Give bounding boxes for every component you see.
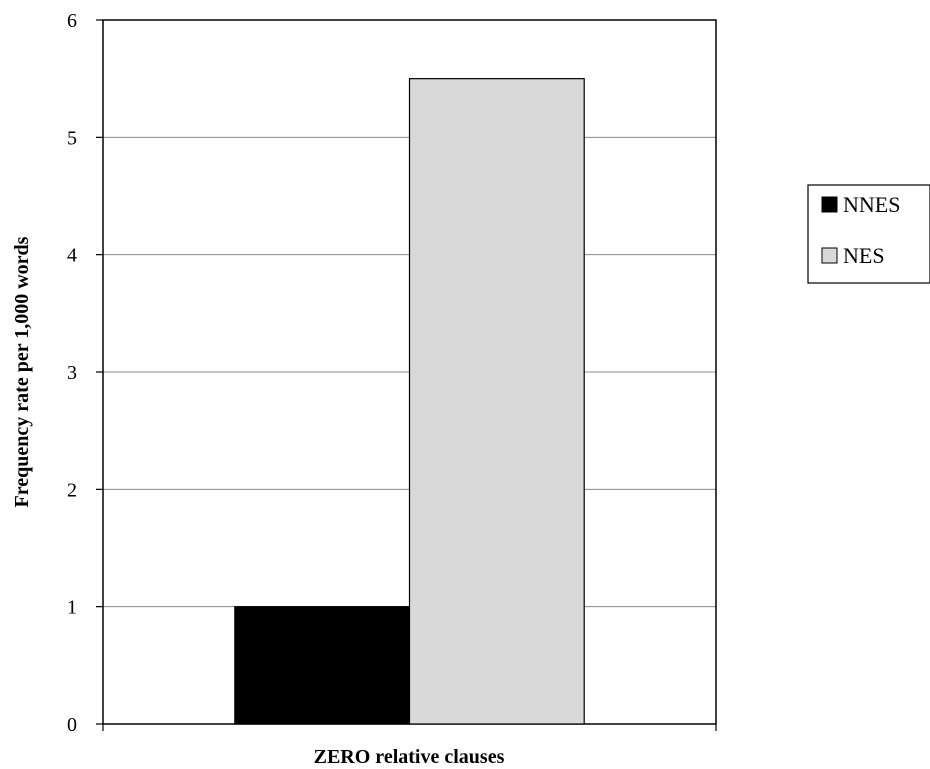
legend: NNES NES (807, 184, 930, 284)
legend-label-nes: NES (843, 243, 885, 268)
x-axis-title: ZERO relative clauses (314, 746, 505, 768)
y-tick-label: 3 (67, 362, 77, 384)
y-tick-label: 2 (67, 479, 77, 501)
y-tick-label: 5 (67, 127, 77, 149)
legend-swatch-nes (821, 247, 838, 264)
bar-nnes (234, 606, 411, 725)
y-axis-ticks: 0 1 2 3 4 5 6 (67, 10, 103, 736)
bars (234, 78, 585, 725)
y-tick-label: 6 (67, 10, 77, 32)
y-tick-label: 1 (67, 597, 77, 619)
y-tick-label: 4 (67, 245, 77, 267)
bar-nes (408, 78, 585, 725)
legend-label-nnes: NNES (843, 192, 900, 217)
legend-swatch-nnes (821, 196, 838, 213)
y-tick-label: 0 (67, 714, 77, 736)
x-axis-ticks (102, 724, 717, 731)
y-axis-title: Frequency rate per 1,000 words (11, 236, 33, 507)
